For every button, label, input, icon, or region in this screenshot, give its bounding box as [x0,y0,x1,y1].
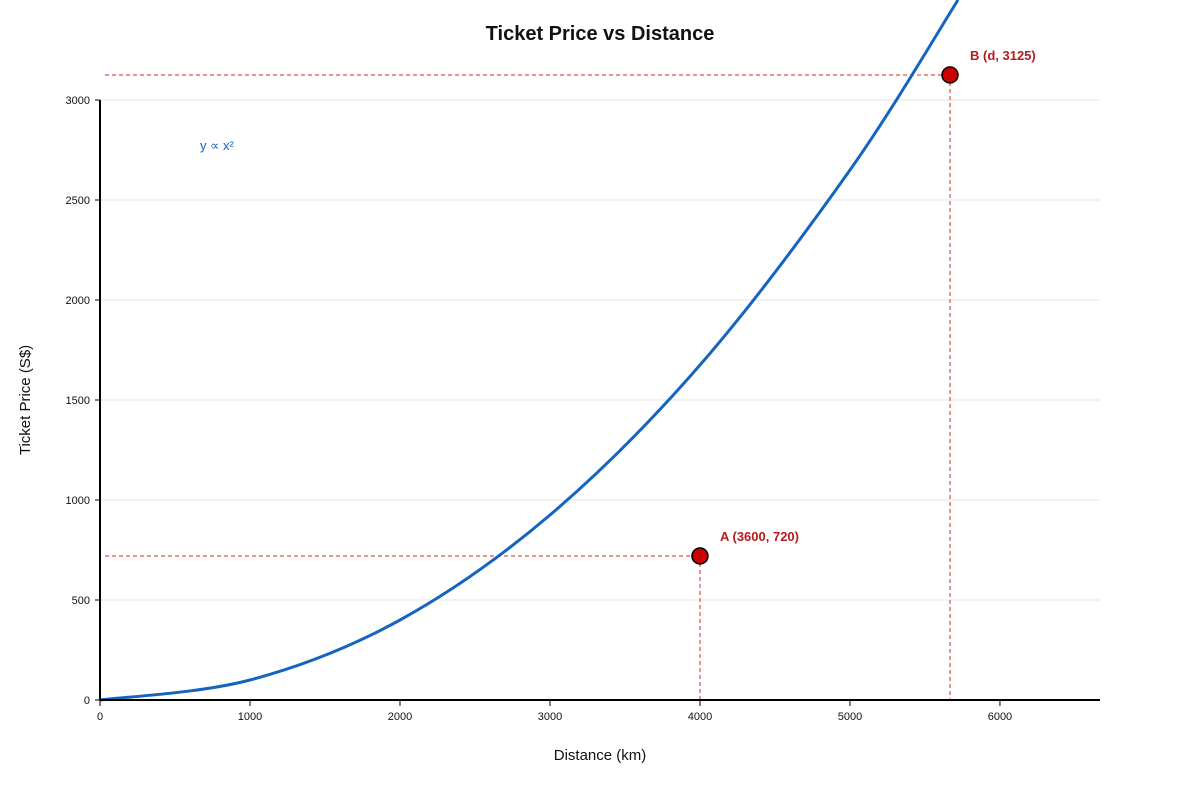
y-tick-label: 2000 [66,295,90,307]
y-axis-title: Ticket Price (S$) [17,345,34,455]
x-tick-label: 4000 [688,711,712,723]
x-tick-label: 0 [97,711,103,723]
point-label: B (d, 3125) [970,48,1036,63]
series-line [99,0,960,702]
point-label: A (3600, 720) [720,529,799,544]
x-axis-title: Distance (km) [554,747,647,764]
point-marker [941,66,959,84]
x-tick-label: 6000 [988,711,1012,723]
y-tick-label: 500 [72,595,90,607]
x-tick-label: 3000 [538,711,562,723]
x-tick-label: 5000 [838,711,862,723]
y-tick-label: 1000 [66,495,90,507]
chart-title: Ticket Price vs Distance [486,23,715,45]
y-tick-label: 0 [84,695,90,707]
series-curves [99,0,960,702]
point-marker [691,547,709,565]
y-tick-label: 1500 [66,395,90,407]
y-tick-label: 2500 [66,195,90,207]
guide-lines [105,74,951,700]
grid-lines [100,99,1100,601]
x-tick-label: 1000 [238,711,262,723]
proportionality-annotation: y ∝ x² [200,138,235,153]
x-tick-label: 2000 [388,711,412,723]
marked-points: A (3600, 720) B (d, 3125) [691,48,1036,565]
axis-ticks: 0 500 1000 1500 2000 2500 3000 0 1000 2000 3000 400… [66,95,1013,723]
y-tick-label: 3000 [66,95,90,107]
